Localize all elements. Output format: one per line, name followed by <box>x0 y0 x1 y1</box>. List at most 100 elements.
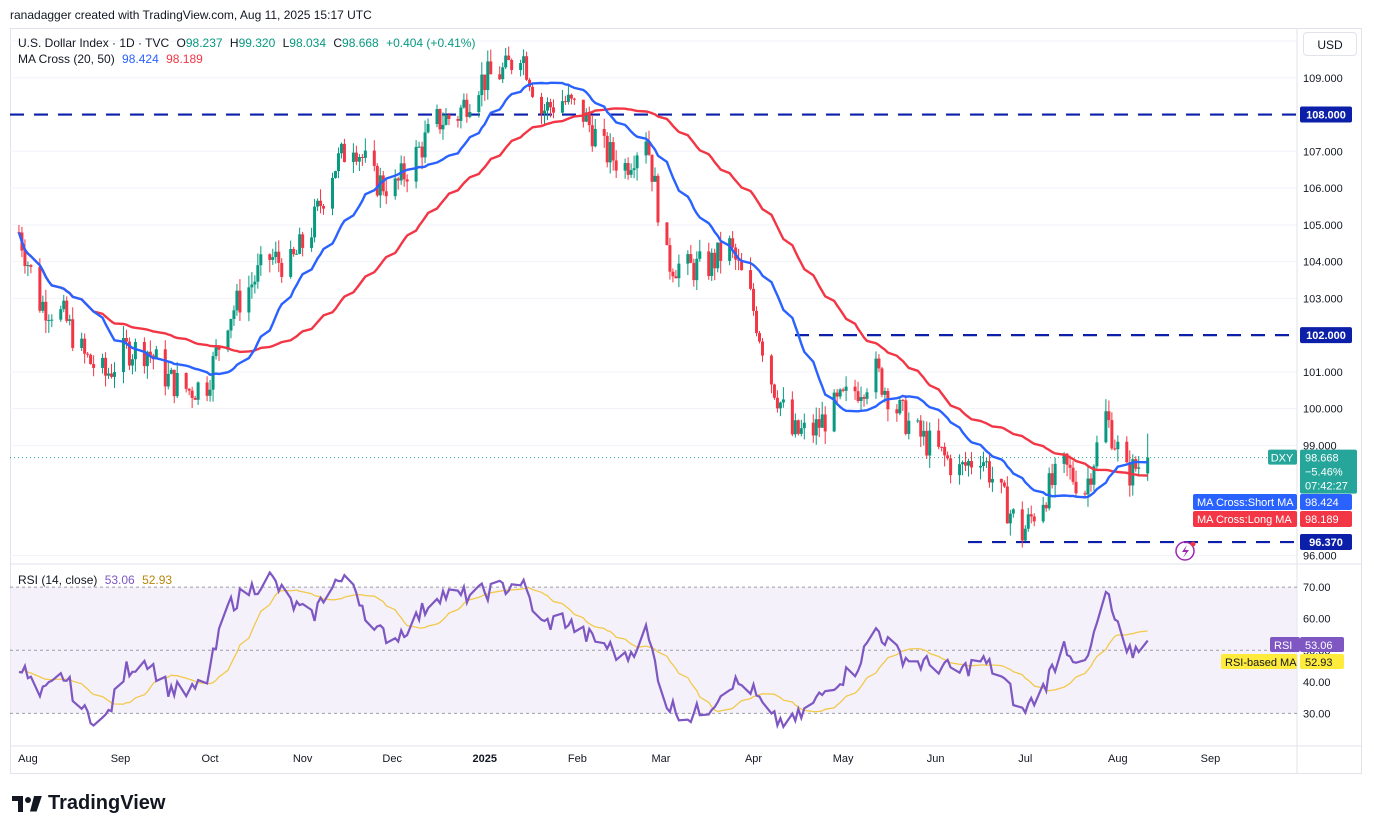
candle-body <box>1023 528 1027 541</box>
candle-body <box>1044 504 1048 509</box>
level-price-tag <box>1300 327 1352 344</box>
candle-body <box>483 74 487 91</box>
candle-body <box>778 402 782 409</box>
candle-body <box>895 409 899 414</box>
candle-body <box>775 397 779 409</box>
candle-body <box>65 300 69 321</box>
time-axis-tick: Jun <box>927 753 945 765</box>
candle-body <box>271 257 275 260</box>
candle-body <box>689 254 693 263</box>
candle-body <box>731 238 735 248</box>
candle-body <box>835 392 839 397</box>
candle-body <box>507 55 511 61</box>
candle-body <box>38 266 42 311</box>
time-axis-tick: Dec <box>382 753 402 765</box>
time-axis-tick: Sep <box>1201 753 1221 765</box>
candle-body <box>1107 411 1111 421</box>
candle-body <box>560 101 564 113</box>
currency-selector[interactable]: USD <box>1303 32 1357 56</box>
candle-body <box>363 150 367 158</box>
candle-body <box>919 420 923 437</box>
candle-body <box>671 271 675 277</box>
candle-body <box>1029 514 1033 517</box>
candle-body <box>92 364 96 368</box>
rsi-name-label: RSI-based MA <box>1225 657 1297 669</box>
last-price-tag <box>1300 449 1357 494</box>
candle-body <box>501 67 505 80</box>
rsi-name-label: RSI <box>1274 640 1292 652</box>
candle-body <box>644 141 648 156</box>
candle-body <box>381 175 385 192</box>
candle-body <box>838 389 842 397</box>
rsi-axis-tick: 30.00 <box>1303 708 1331 720</box>
ma-legend: MA Cross (20, 50) 98.424 98.189 <box>18 52 207 66</box>
candle-body <box>211 356 215 390</box>
candle-body <box>1041 504 1045 522</box>
candle-body <box>531 86 535 97</box>
candle-body <box>740 260 744 271</box>
candle-body <box>922 430 926 437</box>
candle-body <box>280 262 284 277</box>
candle-body <box>510 60 514 71</box>
price-axis-tick: 96.000 <box>1303 551 1337 563</box>
candle-body <box>793 420 797 435</box>
candle-body <box>68 319 72 321</box>
ma-name-tag <box>1193 511 1297 527</box>
candle-body <box>336 153 340 172</box>
level-price-label: 102.000 <box>1306 330 1346 342</box>
candle-body <box>841 389 845 391</box>
price-axis-tick: 107.000 <box>1303 146 1343 158</box>
candle-body <box>814 419 818 436</box>
candle-body <box>110 373 114 377</box>
candle-body <box>1047 473 1051 509</box>
candle-body <box>758 333 762 342</box>
chart-frame <box>10 28 1362 774</box>
price-legend: U.S. Dollar Index · 1D · TVC O98.237 H99… <box>18 36 479 50</box>
candle-body <box>187 388 191 391</box>
candle-body <box>820 414 824 428</box>
candle-body <box>121 337 125 373</box>
candle-body <box>811 422 815 436</box>
candle-body <box>319 200 323 207</box>
candle-body <box>970 461 974 468</box>
candle-body <box>426 124 430 133</box>
candle-body <box>611 142 615 161</box>
high-value: 99.320 <box>238 36 276 50</box>
time-axis-tick: May <box>833 753 854 765</box>
candle-body <box>148 351 152 356</box>
level-price-tag <box>1300 534 1352 551</box>
candle-body <box>540 96 544 114</box>
ma-name-label: MA Cross:Long MA <box>1197 514 1292 526</box>
open-value: 98.237 <box>185 36 223 50</box>
candle-body <box>853 386 857 392</box>
candle-body <box>253 281 257 285</box>
level-price-label: 96.370 <box>1309 537 1343 549</box>
candle-body <box>796 420 800 434</box>
candle-body <box>987 461 991 483</box>
candle-body <box>1116 441 1120 450</box>
candle-body <box>232 310 236 319</box>
candle-body <box>713 252 717 269</box>
candle-body <box>83 338 87 354</box>
candle-body <box>193 397 197 400</box>
candle-body <box>1053 463 1057 486</box>
rsi-indicator-label: RSI (14, close) <box>18 573 98 587</box>
candle-body <box>172 369 176 397</box>
candle-body <box>593 128 597 147</box>
candle-body <box>692 262 696 281</box>
candle-body <box>333 171 337 178</box>
candle-body <box>357 156 361 162</box>
price-axis-tick: 106.000 <box>1303 183 1343 195</box>
tradingview-logo: TradingView <box>12 792 165 815</box>
candle-body <box>865 392 869 399</box>
candle-body <box>489 61 493 75</box>
candle-body <box>674 276 678 279</box>
level-price-tag <box>1300 106 1352 123</box>
candle-body <box>214 347 218 357</box>
candle-body <box>686 254 690 264</box>
candle-body <box>623 163 627 171</box>
candle-body <box>760 341 764 356</box>
candle-body <box>569 94 573 99</box>
candle-body <box>205 382 209 396</box>
